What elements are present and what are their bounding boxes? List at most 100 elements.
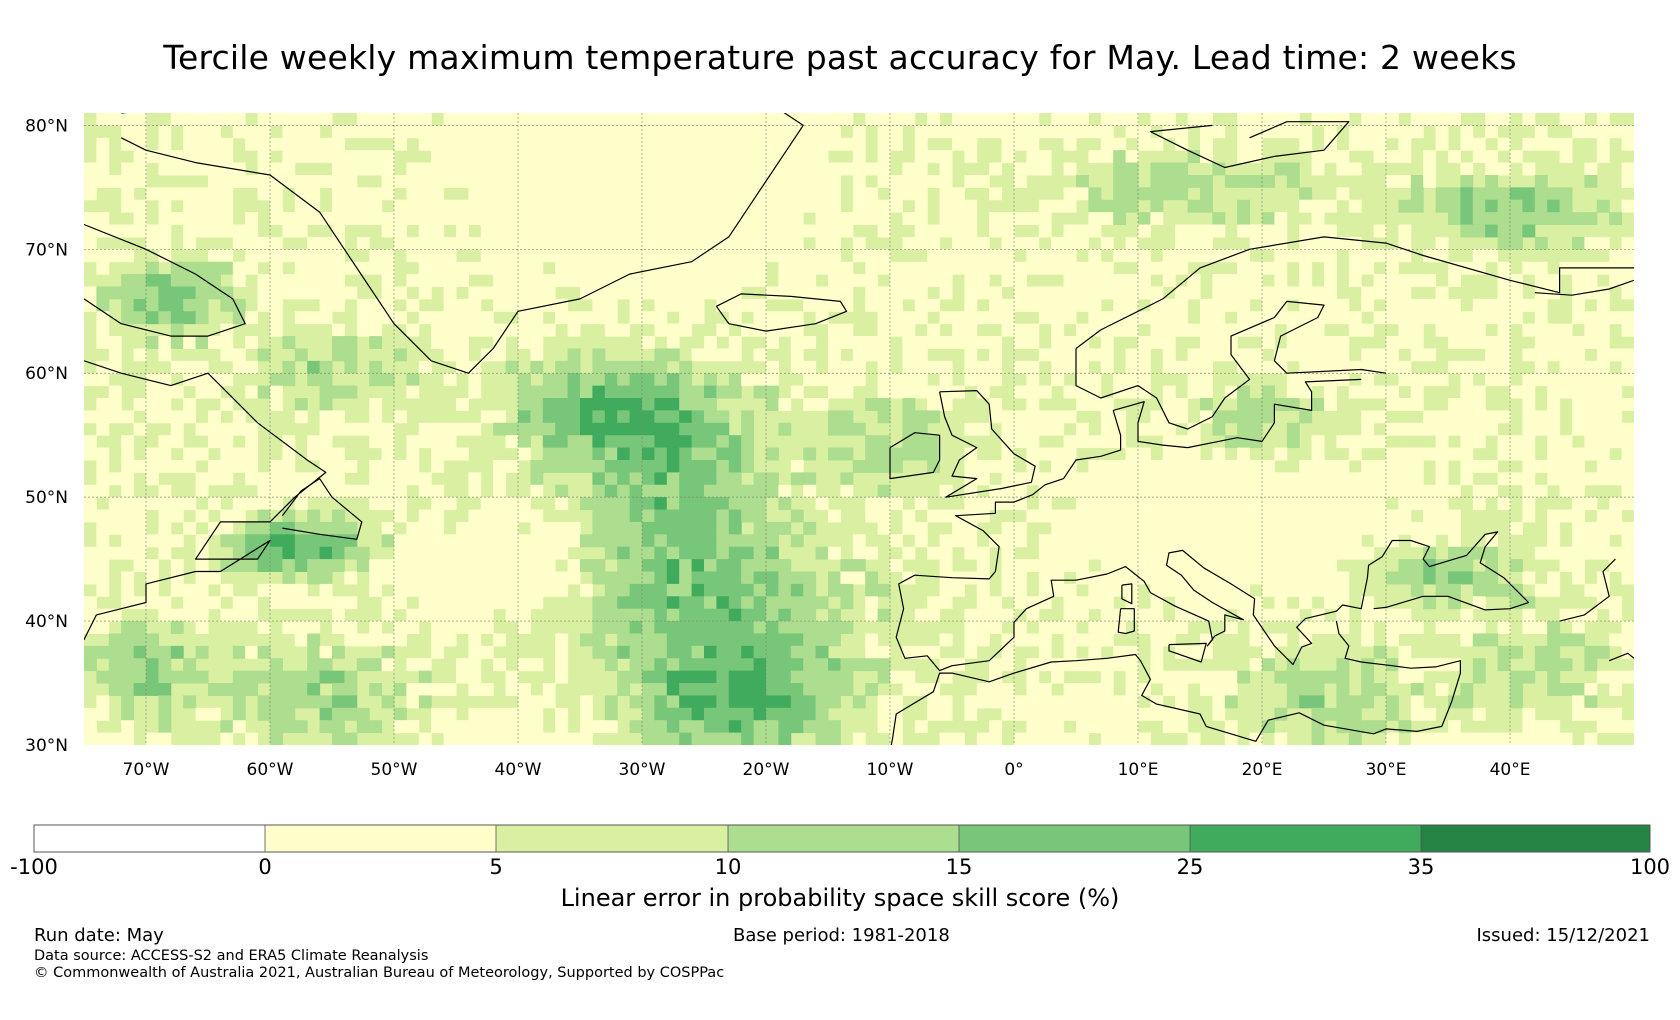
skill-cell	[704, 385, 717, 399]
skill-cell	[580, 410, 593, 424]
skill-cell	[1510, 447, 1523, 461]
skill-cell	[803, 621, 817, 634]
skill-cell	[1001, 707, 1015, 721]
skill-cell	[1162, 113, 1176, 126]
skill-cell	[1001, 113, 1015, 126]
skill-cell	[828, 212, 841, 226]
skill-cell	[790, 360, 804, 374]
skill-cell	[1014, 385, 1027, 399]
skill-cell	[1100, 683, 1114, 696]
skill-cell	[505, 162, 519, 176]
skill-cell	[617, 459, 631, 473]
coastline	[1075, 300, 1387, 430]
skill-cell	[976, 422, 990, 436]
skill-cell	[592, 150, 606, 164]
skill-cell	[927, 459, 941, 473]
skill-cell	[666, 422, 680, 436]
skill-cell	[629, 373, 643, 387]
skill-cell	[232, 162, 246, 176]
skill-cell	[1138, 447, 1151, 461]
skill-cell	[1299, 261, 1313, 275]
skill-cell	[642, 286, 655, 300]
skill-cell	[1596, 509, 1610, 523]
skill-cell	[741, 422, 755, 436]
skill-cell	[1001, 323, 1015, 337]
skill-cell	[1621, 546, 1634, 560]
skill-cell	[1286, 559, 1300, 573]
skill-cell	[1361, 435, 1375, 449]
skill-cell	[1262, 571, 1275, 585]
skill-cell	[542, 224, 556, 238]
skill-cell	[877, 707, 891, 721]
skill-cell	[753, 621, 767, 634]
skill-cell	[704, 398, 717, 411]
skill-cell	[567, 410, 581, 424]
skill-cell	[456, 608, 469, 622]
skill-cell	[493, 224, 507, 238]
skill-cell	[914, 435, 928, 449]
skill-cell	[1224, 521, 1238, 535]
skill-cell	[332, 596, 345, 610]
skill-cell	[443, 447, 457, 461]
skill-cell	[270, 398, 283, 411]
skill-cell	[468, 385, 482, 399]
skill-cell	[369, 683, 383, 696]
skill-cell	[158, 435, 172, 449]
skill-cell	[778, 174, 792, 188]
skill-cell	[270, 720, 283, 734]
skill-cell	[666, 373, 680, 387]
skill-cell	[989, 360, 1003, 374]
skill-cell	[964, 286, 978, 300]
skill-cell	[319, 658, 333, 672]
skill-cell	[170, 534, 184, 548]
skill-cell	[654, 385, 668, 399]
skill-cell	[1051, 559, 1065, 573]
skill-cell	[790, 212, 804, 226]
skill-cell	[1584, 521, 1598, 535]
skill-cell	[1311, 534, 1325, 548]
skill-cell	[1138, 137, 1151, 151]
coastline	[1168, 642, 1207, 663]
skill-cell	[927, 707, 941, 721]
skill-cell	[1336, 497, 1350, 511]
skill-cell	[1237, 534, 1251, 548]
skill-cell	[1336, 360, 1350, 374]
skill-cell	[1510, 559, 1523, 573]
skill-cell	[518, 559, 531, 573]
skill-cell	[121, 187, 135, 201]
skill-cell	[332, 459, 345, 473]
skill-cell	[1224, 497, 1238, 511]
skill-cell	[555, 720, 569, 734]
skill-cell	[1274, 633, 1288, 647]
skill-cell	[456, 212, 469, 226]
skill-cell	[1386, 459, 1399, 473]
skill-cell	[865, 249, 879, 263]
skill-cell	[480, 410, 494, 424]
skill-cell	[1609, 410, 1623, 424]
skill-cell	[629, 447, 643, 461]
skill-cell	[815, 596, 829, 610]
skill-cell	[1212, 224, 1226, 238]
skill-cell	[146, 645, 159, 659]
skill-cell	[679, 125, 693, 139]
skill-cell	[1051, 236, 1065, 250]
skill-cell	[704, 199, 717, 213]
skill-cell	[976, 373, 990, 387]
skill-cell	[1038, 162, 1052, 176]
skill-cell	[989, 373, 1003, 387]
skill-cell	[344, 571, 358, 585]
skill-cell	[319, 571, 333, 585]
skill-cell	[852, 336, 866, 349]
skill-cell	[542, 546, 556, 560]
skill-cell	[1584, 162, 1598, 176]
skill-cell	[964, 298, 978, 312]
skill-cell	[753, 509, 767, 523]
coastline	[889, 432, 941, 480]
skill-cell	[1386, 113, 1399, 126]
skill-cell	[790, 311, 804, 325]
skill-cell	[542, 174, 556, 188]
skill-cell	[840, 410, 854, 424]
skill-cell	[1299, 459, 1313, 473]
skill-cell	[580, 435, 593, 449]
skill-cell	[1063, 336, 1077, 349]
